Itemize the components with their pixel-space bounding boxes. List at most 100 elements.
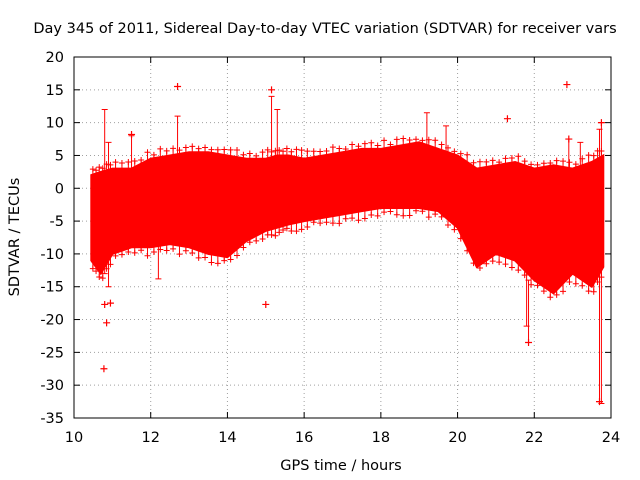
data-point-marker: [195, 145, 202, 261]
data-point-marker: [406, 136, 413, 219]
y-tick-label: 0: [55, 181, 64, 197]
data-point-marker: [579, 155, 586, 289]
data-envelope: [90, 141, 605, 295]
y-tick-label: -5: [50, 214, 64, 230]
data-point-marker: [528, 161, 535, 288]
data-point-marker: [381, 137, 388, 216]
data-point-marker: [355, 143, 362, 224]
data-point-marker: [496, 159, 503, 266]
data-point-marker: [280, 148, 287, 234]
data-point-marker: [585, 152, 592, 295]
data-spike-cap: [423, 112, 430, 156]
data-point-marker: [419, 137, 426, 215]
data-point: [563, 81, 571, 89]
data-point-marker: [323, 148, 330, 226]
data-point-marker: [476, 158, 483, 271]
x-axis-tick-labels: 10 12 14 16 18 20 22 24: [65, 430, 620, 446]
data-point-marker: [214, 146, 221, 267]
x-tick-label: 24: [602, 430, 620, 446]
data-point-marker: [349, 141, 356, 222]
y-tick-label: 15: [46, 83, 64, 99]
chart-title: Day 345 of 2011, Sidereal Day-to-day VTE…: [33, 21, 616, 37]
data-point-marker: [202, 144, 209, 261]
data-point-marker: [387, 141, 394, 215]
plot-frame: [73, 56, 612, 419]
x-tick-label: 10: [65, 430, 83, 446]
data-point-marker: [176, 147, 183, 258]
x-tick-label: 16: [295, 430, 313, 446]
data-point-marker: [103, 161, 110, 272]
data-point-marker: [283, 145, 290, 232]
data-point-marker: [444, 144, 451, 228]
data-spike-cap: [268, 95, 275, 222]
data-point-marker: [89, 166, 96, 272]
data-point-marker: [107, 161, 114, 268]
data-spike-cap: [443, 125, 450, 163]
data-point-marker: [534, 161, 541, 289]
data-point-marker: [361, 140, 368, 222]
data-point: [268, 86, 276, 94]
data-point: [100, 365, 108, 373]
data-point-marker: [566, 159, 573, 285]
data-point-marker: [246, 150, 253, 246]
data-point-marker: [157, 145, 164, 253]
y-tick-label: 10: [46, 116, 64, 132]
axis-ticks: [73, 56, 612, 419]
data-point-marker: [594, 147, 601, 285]
y-tick-label: -35: [40, 411, 64, 427]
y-tick-label: -15: [40, 280, 64, 296]
data-point-marker: [572, 161, 579, 287]
data-point: [565, 135, 573, 143]
data-spike-cap: [174, 115, 181, 156]
data-point-marker: [170, 145, 177, 252]
data-point-marker: [413, 136, 420, 214]
data-point-marker: [560, 158, 567, 295]
data-point-marker: [93, 167, 100, 275]
data-point: [503, 115, 511, 123]
data-point-marker: [96, 164, 103, 281]
x-tick-label: 18: [372, 430, 390, 446]
data-point: [128, 130, 136, 138]
data-point-marker: [264, 146, 271, 238]
y-tick-label: -25: [40, 345, 64, 361]
data-point-marker: [272, 147, 279, 239]
y-axis-label: SDTVAR / TECUs: [7, 178, 23, 297]
data-series-sdtvar: [89, 81, 605, 406]
data-point: [103, 319, 111, 327]
data-point-marker: [288, 148, 295, 234]
data-point: [595, 398, 603, 406]
data-point-marker: [99, 165, 106, 282]
data-point-marker: [336, 145, 343, 227]
y-tick-label: -30: [40, 378, 64, 394]
y-tick-label: 20: [46, 50, 64, 66]
y-tick-label: 5: [55, 148, 64, 164]
y-tick-label: -10: [40, 247, 64, 263]
data-point-marker: [150, 151, 157, 256]
data-point-marker: [553, 157, 560, 298]
data-point-marker: [112, 159, 119, 259]
data-point-marker: [470, 159, 477, 267]
data-point-marker: [451, 148, 458, 233]
data-spike-cap: [101, 109, 108, 275]
data-point: [174, 83, 182, 91]
data-point: [106, 299, 114, 307]
data-point-marker: [393, 136, 400, 218]
data-spike-cap: [577, 141, 584, 183]
x-axis-label: GPS time / hours: [280, 458, 401, 474]
data-point-marker: [521, 158, 528, 279]
data-point: [525, 339, 533, 347]
data-point-marker: [276, 147, 283, 236]
data-point-marker: [298, 147, 305, 233]
data-point-marker: [240, 151, 247, 251]
data-spike-cap: [274, 109, 281, 222]
data-point-marker: [489, 157, 496, 265]
data-point-marker: [138, 156, 145, 254]
data-point: [262, 300, 270, 308]
data-point-marker: [432, 137, 439, 218]
data-point-marker: [425, 136, 432, 221]
data-point: [597, 119, 605, 127]
data-point-marker: [125, 158, 132, 255]
data-point-marker: [438, 141, 445, 220]
data-point-marker: [464, 151, 471, 254]
data-point-marker: [502, 155, 509, 268]
